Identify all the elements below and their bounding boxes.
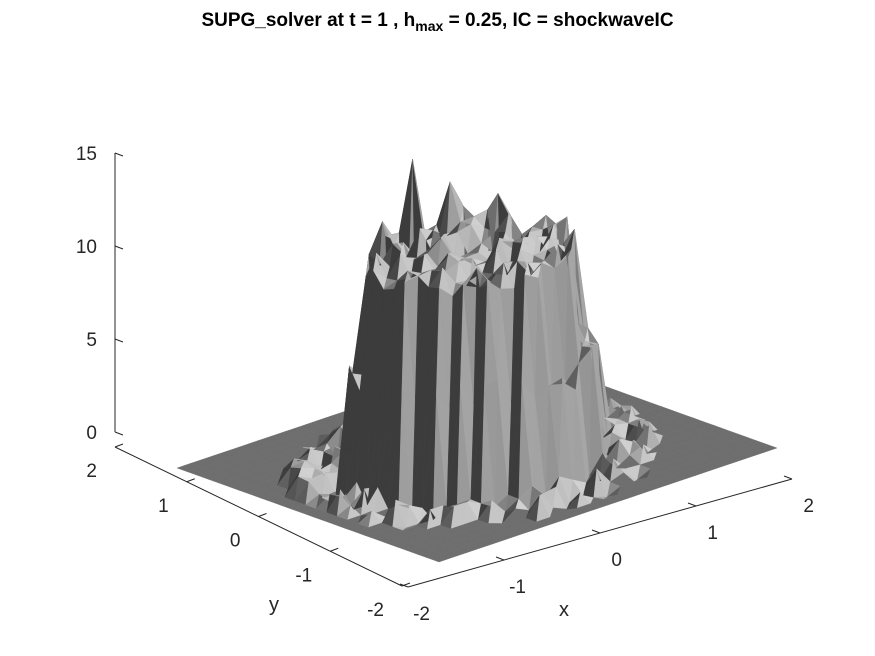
- x-axis-label: x: [559, 599, 569, 621]
- x-tick-label: 0: [611, 550, 622, 571]
- z-tick-label: 0: [86, 423, 97, 444]
- y-tick-label: -2: [367, 600, 384, 621]
- x-tick-label: -1: [509, 577, 526, 598]
- x-tick: [495, 556, 505, 561]
- y-tick: [258, 513, 267, 517]
- title-suffix: = 0.25, IC = shockwaveIC: [443, 10, 674, 31]
- y-tick-label: -1: [295, 565, 312, 586]
- y-tick-label: 2: [86, 461, 97, 482]
- axes: -2 -1 0 1 2 -2 -1 0 1 2 0 5 10 15 x y: [76, 144, 814, 625]
- y-tick: [330, 547, 339, 552]
- y-tick-label: 0: [230, 531, 241, 552]
- chart-title: SUPG_solver at t = 1 , hmax = 0.25, IC =…: [0, 10, 875, 34]
- z-tick: [114, 245, 124, 250]
- surface-mesh: [176, 159, 778, 563]
- z-tick-label: 10: [76, 237, 97, 258]
- y-axis-label: y: [269, 594, 279, 616]
- title-subscript: max: [415, 17, 444, 34]
- y-tick: [401, 582, 411, 587]
- x-tick-label: -2: [413, 604, 430, 625]
- title-prefix: SUPG_solver at t = 1 , h: [201, 10, 416, 31]
- x-tick-label: 2: [803, 496, 814, 517]
- z-tick: [114, 431, 124, 436]
- z-tick-label: 5: [86, 330, 97, 351]
- z-tick: [114, 338, 124, 343]
- x-tick: [591, 529, 601, 534]
- y-tick-label: 1: [158, 496, 169, 517]
- y-tick: [114, 443, 124, 448]
- z-tick-label: 15: [76, 144, 97, 165]
- x-tick-label: 1: [707, 523, 718, 544]
- x-tick: [783, 475, 793, 480]
- x-tick: [687, 502, 697, 507]
- y-tick: [186, 478, 195, 483]
- surface-facet: [763, 443, 778, 453]
- z-tick: [114, 152, 124, 157]
